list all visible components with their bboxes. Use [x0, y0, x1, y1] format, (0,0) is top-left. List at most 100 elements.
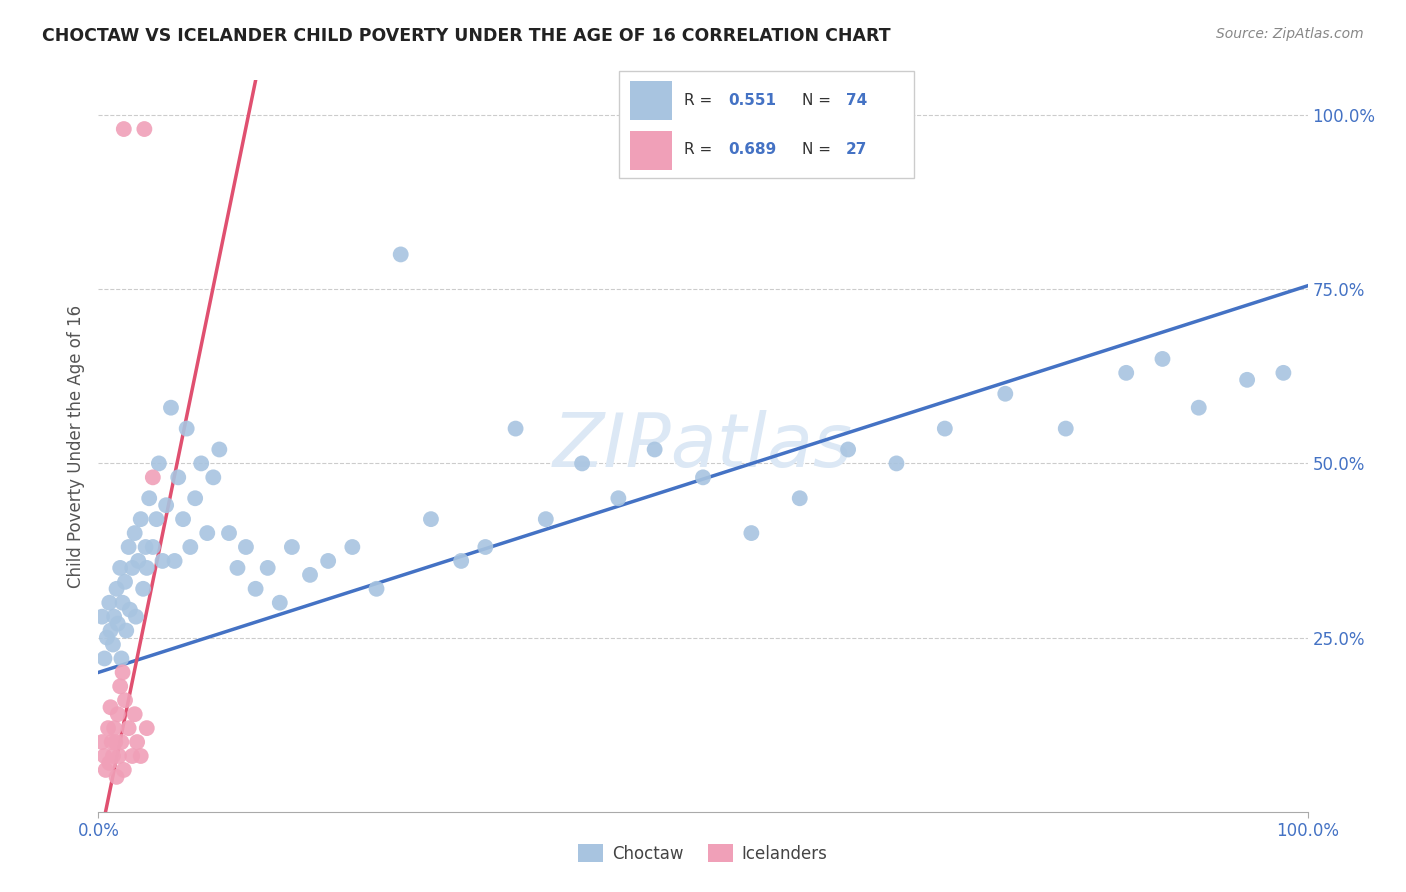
Point [108, 749, 131, 764]
Point [114, 693, 136, 707]
Point [281, 540, 304, 554]
Point [103, 609, 125, 624]
Point [100, 735, 122, 749]
Text: CHOCTAW VS ICELANDER CHILD POVERTY UNDER THE AGE OF 16 CORRELATION CHART: CHOCTAW VS ICELANDER CHILD POVERTY UNDER… [42, 27, 891, 45]
Text: Source: ZipAtlas.com: Source: ZipAtlas.com [1216, 27, 1364, 41]
Point [93, 749, 115, 764]
Point [110, 735, 132, 749]
Point [218, 526, 240, 541]
Point [1054, 421, 1077, 435]
Point [132, 582, 155, 596]
Point [607, 491, 630, 506]
Point [125, 609, 148, 624]
Point [135, 721, 157, 735]
Point [167, 470, 190, 484]
Point [450, 554, 472, 568]
Bar [630, 131, 672, 169]
Point [127, 735, 149, 749]
Point [316, 554, 339, 568]
Point [93, 651, 115, 665]
Point [108, 679, 131, 693]
Point [152, 554, 174, 568]
Point [1272, 366, 1295, 380]
Point [103, 721, 125, 735]
Point [114, 574, 136, 589]
Point [112, 763, 135, 777]
Bar [630, 81, 672, 120]
Point [127, 554, 149, 568]
Text: 0.689: 0.689 [728, 142, 776, 157]
Point [389, 247, 412, 261]
Point [105, 582, 128, 596]
Point [111, 665, 134, 680]
Text: R =: R = [683, 93, 717, 108]
Point [692, 470, 714, 484]
Point [190, 457, 212, 471]
Y-axis label: Child Poverty Under the Age of 16: Child Poverty Under the Age of 16 [66, 304, 84, 588]
Point [111, 596, 134, 610]
Point [269, 596, 291, 610]
Point [1188, 401, 1211, 415]
Point [179, 540, 201, 554]
Point [98, 756, 121, 770]
Point [91, 609, 114, 624]
Point [108, 561, 131, 575]
Point [134, 122, 156, 136]
Point [129, 512, 152, 526]
Point [1152, 351, 1174, 366]
Point [118, 603, 141, 617]
Point [256, 561, 278, 575]
Point [245, 582, 267, 596]
Text: N =: N = [801, 93, 835, 108]
Point [98, 596, 121, 610]
Text: N =: N = [801, 142, 835, 157]
Point [124, 707, 146, 722]
Point [474, 540, 496, 554]
Point [124, 526, 146, 541]
Point [107, 616, 129, 631]
Point [104, 735, 127, 749]
Point [342, 540, 364, 554]
Point [115, 624, 138, 638]
Point [789, 491, 811, 506]
Point [100, 700, 122, 714]
Point [96, 631, 118, 645]
Point [107, 707, 129, 722]
Point [138, 491, 160, 506]
Point [163, 554, 186, 568]
Point [142, 470, 165, 484]
Point [235, 540, 257, 554]
Point [994, 386, 1017, 401]
Point [644, 442, 666, 457]
Point [135, 540, 157, 554]
Point [571, 457, 593, 471]
Point [121, 561, 143, 575]
Point [740, 526, 762, 541]
Text: ZIPatlas: ZIPatlas [553, 410, 853, 482]
Text: 74: 74 [846, 93, 868, 108]
Point [299, 567, 322, 582]
Point [112, 122, 135, 136]
Point [934, 421, 956, 435]
Legend: Choctaw, Icelanders: Choctaw, Icelanders [572, 838, 834, 869]
Point [202, 470, 225, 484]
Point [184, 491, 207, 506]
Point [148, 457, 170, 471]
Point [1236, 373, 1258, 387]
Point [129, 749, 152, 764]
Point [121, 749, 143, 764]
FancyBboxPatch shape [619, 71, 914, 178]
Point [91, 735, 114, 749]
Point [101, 638, 124, 652]
Point [176, 421, 198, 435]
Point [155, 498, 177, 512]
Text: 27: 27 [846, 142, 868, 157]
Point [886, 457, 908, 471]
Text: 0.551: 0.551 [728, 93, 776, 108]
Point [172, 512, 194, 526]
Point [1115, 366, 1137, 380]
Point [94, 763, 117, 777]
Point [101, 749, 124, 764]
Point [118, 540, 141, 554]
Point [420, 512, 443, 526]
